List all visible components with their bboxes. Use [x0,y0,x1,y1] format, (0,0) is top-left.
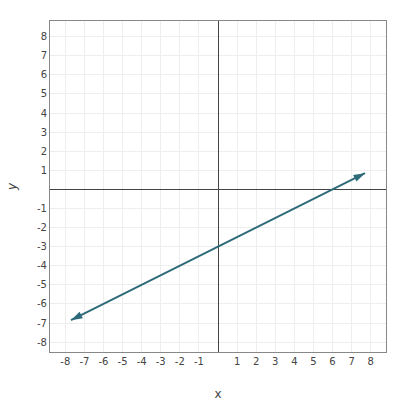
svg-text:2: 2 [253,356,259,367]
svg-text:1: 1 [41,165,47,176]
svg-text:-1: -1 [194,356,204,367]
svg-text:-1: -1 [37,203,47,214]
svg-text:-8: -8 [60,356,70,367]
svg-text:8: 8 [41,31,47,42]
svg-text:3: 3 [272,356,278,367]
svg-text:3: 3 [41,127,47,138]
svg-text:-6: -6 [98,356,108,367]
svg-text:-8: -8 [37,337,47,348]
svg-text:-7: -7 [79,356,89,367]
svg-text:-2: -2 [175,356,185,367]
svg-text:6: 6 [329,356,335,367]
svg-text:-5: -5 [118,356,128,367]
svg-text:6: 6 [41,69,47,80]
svg-text:5: 5 [310,356,316,367]
svg-text:1: 1 [234,356,240,367]
svg-text:8: 8 [368,356,374,367]
svg-text:7: 7 [41,50,47,61]
svg-text:x: x [214,387,221,401]
svg-text:-7: -7 [37,318,47,329]
svg-text:-6: -6 [37,298,47,309]
svg-text:2: 2 [41,146,47,157]
svg-text:4: 4 [41,108,47,119]
svg-text:-4: -4 [137,356,147,367]
svg-text:4: 4 [291,356,297,367]
svg-text:7: 7 [348,356,354,367]
svg-text:y: y [5,182,19,191]
svg-text:5: 5 [41,88,47,99]
svg-text:-3: -3 [37,241,47,252]
svg-text:-3: -3 [156,356,166,367]
svg-text:-4: -4 [37,260,47,271]
svg-text:-5: -5 [37,279,47,290]
svg-text:-2: -2 [37,222,47,233]
